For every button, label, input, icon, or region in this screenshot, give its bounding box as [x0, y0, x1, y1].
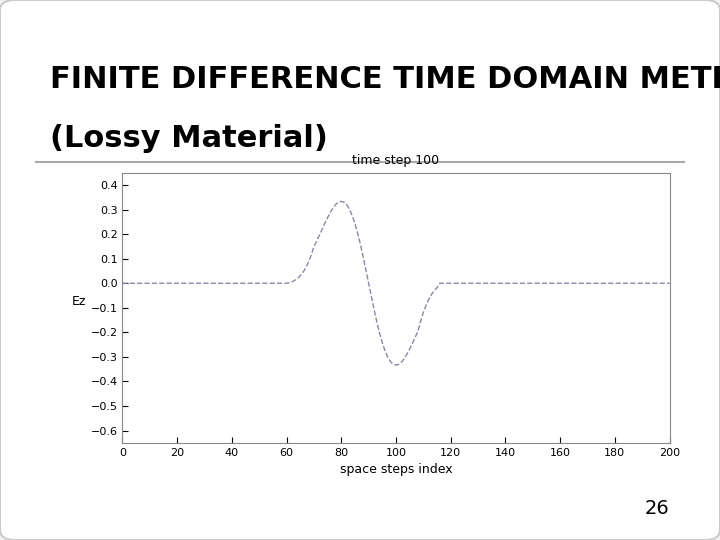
Title: time step 100: time step 100 [352, 154, 440, 167]
Text: (Lossy Material): (Lossy Material) [50, 124, 328, 153]
Text: FINITE DIFFERENCE TIME DOMAIN METHOD: FINITE DIFFERENCE TIME DOMAIN METHOD [50, 65, 720, 94]
Text: 26: 26 [645, 500, 670, 518]
X-axis label: space steps index: space steps index [340, 463, 452, 476]
Y-axis label: Ez: Ez [71, 295, 86, 308]
